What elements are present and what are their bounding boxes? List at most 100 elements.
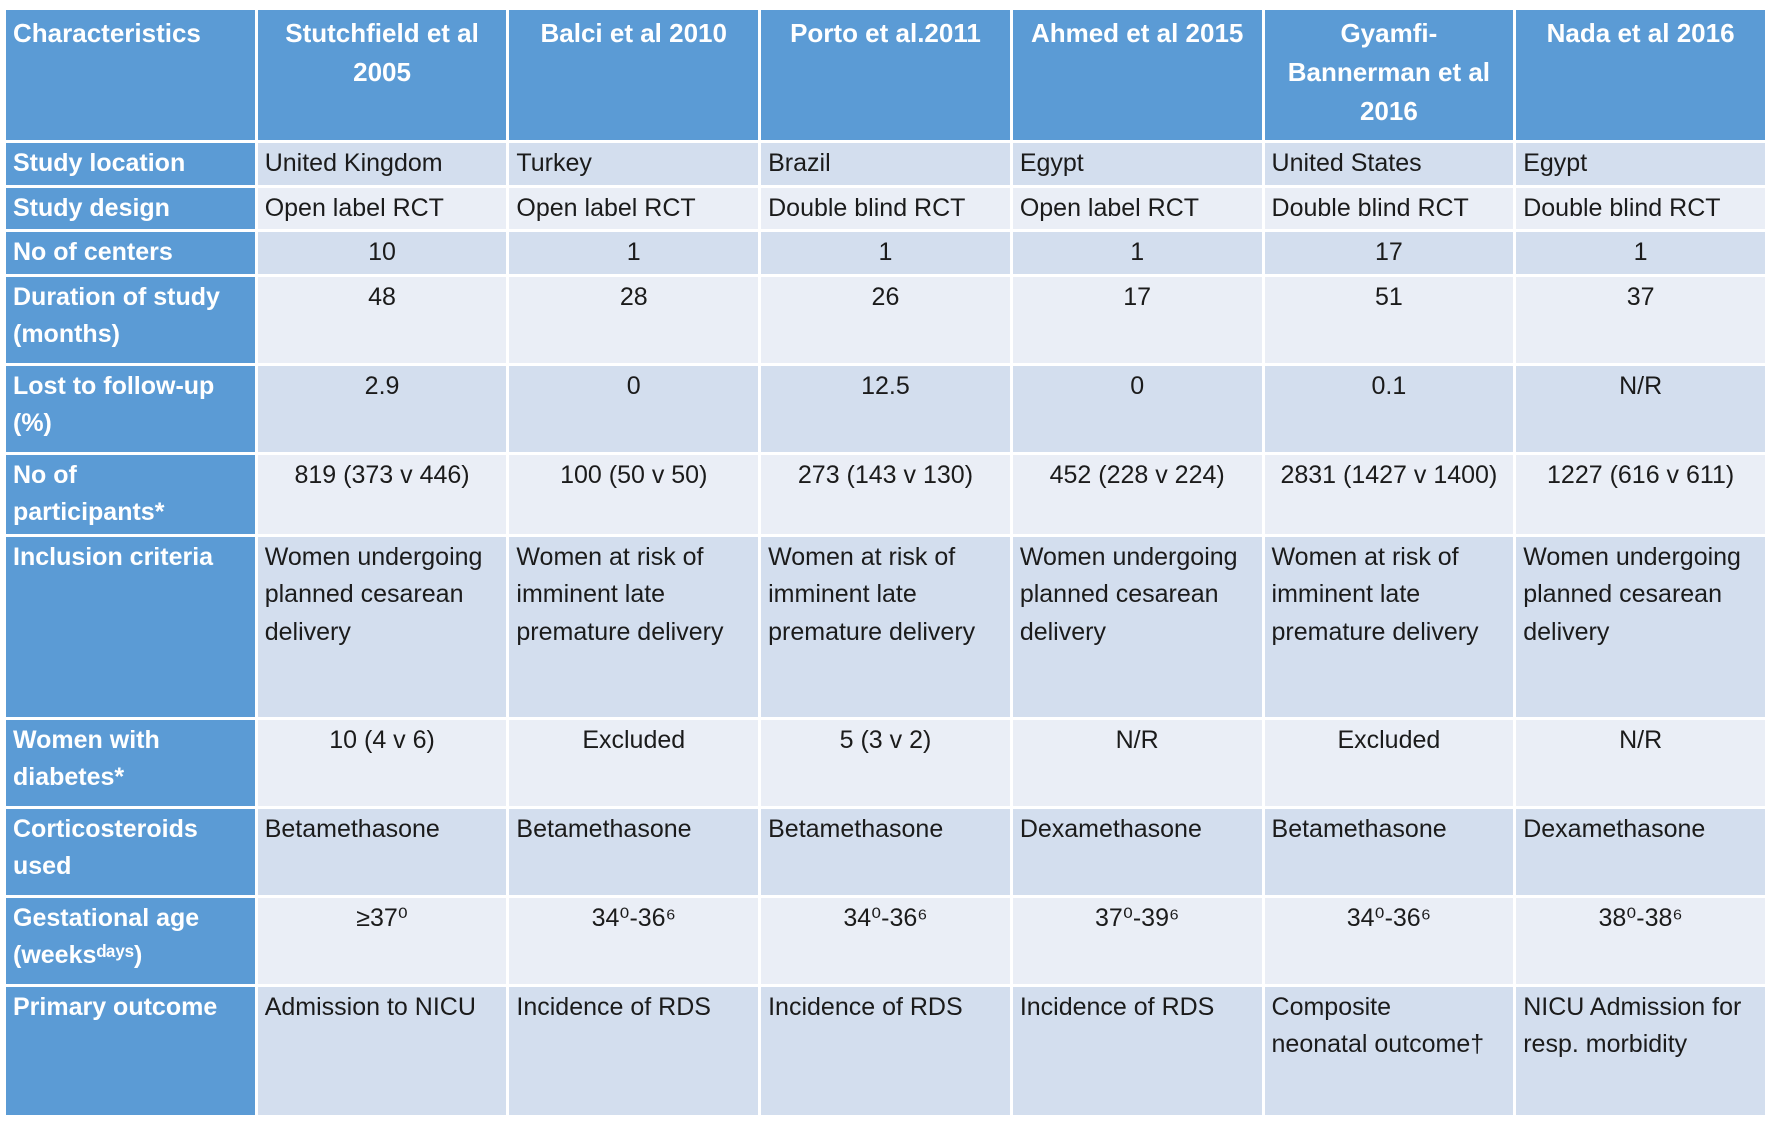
table-cell: Egypt bbox=[1012, 143, 1262, 185]
table-cell: N/R bbox=[1516, 719, 1765, 806]
table-row: Inclusion criteria Women undergoing plann… bbox=[6, 536, 1765, 717]
row-label: Gestational age (weeksᵈᵃʸˢ) bbox=[6, 897, 255, 984]
table-cell: 28 bbox=[509, 276, 759, 363]
column-header-study: Ahmed et al 2015 bbox=[1012, 10, 1262, 140]
row-label: Primary outcome bbox=[6, 986, 255, 1115]
table-cell: Women undergoing planned cesarean delive… bbox=[1516, 536, 1765, 717]
table-cell: 12.5 bbox=[761, 365, 1010, 452]
column-header-study: Gyamfi-Bannerman et al 2016 bbox=[1264, 10, 1514, 140]
row-label: Corticosteroids used bbox=[6, 808, 255, 895]
table-cell: 2831 (1427 v 1400) bbox=[1264, 454, 1514, 534]
table-cell: 17 bbox=[1012, 276, 1262, 363]
table-cell: United States bbox=[1264, 143, 1514, 185]
table-cell: Incidence of RDS bbox=[1012, 986, 1262, 1115]
table-cell: 26 bbox=[761, 276, 1010, 363]
row-label: No of participants* bbox=[6, 454, 255, 534]
table-cell: 0 bbox=[1012, 365, 1262, 452]
table-cell: Dexamethasone bbox=[1516, 808, 1765, 895]
row-label: Duration of study (months) bbox=[6, 276, 255, 363]
table-cell: Excluded bbox=[509, 719, 759, 806]
table-cell: 17 bbox=[1264, 232, 1514, 274]
table-cell: 273 (143 v 130) bbox=[761, 454, 1010, 534]
table-cell: 37⁰-39⁶ bbox=[1012, 897, 1262, 984]
table-cell: 819 (373 v 446) bbox=[257, 454, 507, 534]
table-cell: 1 bbox=[1516, 232, 1765, 274]
table-cell: Double blind RCT bbox=[1264, 187, 1514, 229]
table-cell: 48 bbox=[257, 276, 507, 363]
table-cell: 34⁰-36⁶ bbox=[509, 897, 759, 984]
table-cell: Betamethasone bbox=[761, 808, 1010, 895]
row-label: Inclusion criteria bbox=[6, 536, 255, 717]
table-row: Corticosteroids used Betamethasone Betamet… bbox=[6, 808, 1765, 895]
table-cell: Open label RCT bbox=[1012, 187, 1262, 229]
table-cell: NICU Admission for resp. morbidity bbox=[1516, 986, 1765, 1115]
table-cell: 1 bbox=[509, 232, 759, 274]
table-cell: 10 bbox=[257, 232, 507, 274]
row-label: Study location bbox=[6, 143, 255, 185]
study-characteristics-table: Characteristics Stutchfield et al 2005 Ba… bbox=[3, 7, 1768, 1118]
table-cell: 0.1 bbox=[1264, 365, 1514, 452]
table-cell: 10 (4 v 6) bbox=[257, 719, 507, 806]
table-cell: Betamethasone bbox=[509, 808, 759, 895]
table-row: Duration of study (months) 48 28 26 17 51 37 bbox=[6, 276, 1765, 363]
table-cell: N/R bbox=[1516, 365, 1765, 452]
row-label: No of centers bbox=[6, 232, 255, 274]
table-cell: 1 bbox=[761, 232, 1010, 274]
table-row: Study location United Kingdom Turkey Brazil… bbox=[6, 143, 1765, 185]
table-cell: Double blind RCT bbox=[761, 187, 1010, 229]
table-cell: Open label RCT bbox=[257, 187, 507, 229]
table-cell: 37 bbox=[1516, 276, 1765, 363]
column-header-characteristics: Characteristics bbox=[6, 10, 255, 140]
table-cell: ≥37⁰ bbox=[257, 897, 507, 984]
table-cell: 34⁰-36⁶ bbox=[1264, 897, 1514, 984]
table-cell: Admission to NICU bbox=[257, 986, 507, 1115]
table-cell: N/R bbox=[1012, 719, 1262, 806]
table-row: Study design Open label RCT Open label RCT… bbox=[6, 187, 1765, 229]
table-cell: Turkey bbox=[509, 143, 759, 185]
table-cell: Women at risk of imminent late premature… bbox=[509, 536, 759, 717]
table-cell: 34⁰-36⁶ bbox=[761, 897, 1010, 984]
table-cell: 51 bbox=[1264, 276, 1514, 363]
table-cell: Women at risk of imminent late premature… bbox=[1264, 536, 1514, 717]
table-header: Characteristics Stutchfield et al 2005 Ba… bbox=[6, 10, 1765, 140]
table-cell: 38⁰-38⁶ bbox=[1516, 897, 1765, 984]
table-cell: 1 bbox=[1012, 232, 1262, 274]
table-row: No of centers 10 1 1 1 17 1 bbox=[6, 232, 1765, 274]
column-header-study: Nada et al 2016 bbox=[1516, 10, 1765, 140]
row-label: Study design bbox=[6, 187, 255, 229]
column-header-study: Balci et al 2010 bbox=[509, 10, 759, 140]
table-cell: Incidence of RDS bbox=[761, 986, 1010, 1115]
column-header-study: Porto et al.2011 bbox=[761, 10, 1010, 140]
table-cell: 100 (50 v 50) bbox=[509, 454, 759, 534]
table-cell: 0 bbox=[509, 365, 759, 452]
table-cell: Brazil bbox=[761, 143, 1010, 185]
header-row: Characteristics Stutchfield et al 2005 Ba… bbox=[6, 10, 1765, 140]
table-cell: Excluded bbox=[1264, 719, 1514, 806]
table-cell: Incidence of RDS bbox=[509, 986, 759, 1115]
table-cell: Women undergoing planned cesarean delive… bbox=[257, 536, 507, 717]
table-cell: Dexamethasone bbox=[1012, 808, 1262, 895]
table-row: Women with diabetes* 10 (4 v 6) Excluded 5 … bbox=[6, 719, 1765, 806]
table-body: Study location United Kingdom Turkey Brazil… bbox=[6, 143, 1765, 1115]
table-cell: Open label RCT bbox=[509, 187, 759, 229]
table-cell: Betamethasone bbox=[1264, 808, 1514, 895]
table-cell: Women at risk of imminent late premature… bbox=[761, 536, 1010, 717]
table-row: Primary outcome Admission to NICU Incidenc… bbox=[6, 986, 1765, 1115]
table-cell: 2.9 bbox=[257, 365, 507, 452]
table-row: Lost to follow-up (%) 2.9 0 12.5 0 0.1 N/R bbox=[6, 365, 1765, 452]
column-header-study: Stutchfield et al 2005 bbox=[257, 10, 507, 140]
table-cell: 5 (3 v 2) bbox=[761, 719, 1010, 806]
row-label: Women with diabetes* bbox=[6, 719, 255, 806]
table-cell: 1227 (616 v 611) bbox=[1516, 454, 1765, 534]
table-cell: Women undergoing planned cesarean delive… bbox=[1012, 536, 1262, 717]
table-cell: Egypt bbox=[1516, 143, 1765, 185]
table-row: No of participants* 819 (373 v 446) 100 (5… bbox=[6, 454, 1765, 534]
table-cell: Composite neonatal outcome† bbox=[1264, 986, 1514, 1115]
table-cell: Double blind RCT bbox=[1516, 187, 1765, 229]
table-cell: 452 (228 v 224) bbox=[1012, 454, 1262, 534]
table-cell: United Kingdom bbox=[257, 143, 507, 185]
table-row: Gestational age (weeksᵈᵃʸˢ) ≥37⁰ 34⁰-36⁶ 34… bbox=[6, 897, 1765, 984]
row-label: Lost to follow-up (%) bbox=[6, 365, 255, 452]
table-cell: Betamethasone bbox=[257, 808, 507, 895]
